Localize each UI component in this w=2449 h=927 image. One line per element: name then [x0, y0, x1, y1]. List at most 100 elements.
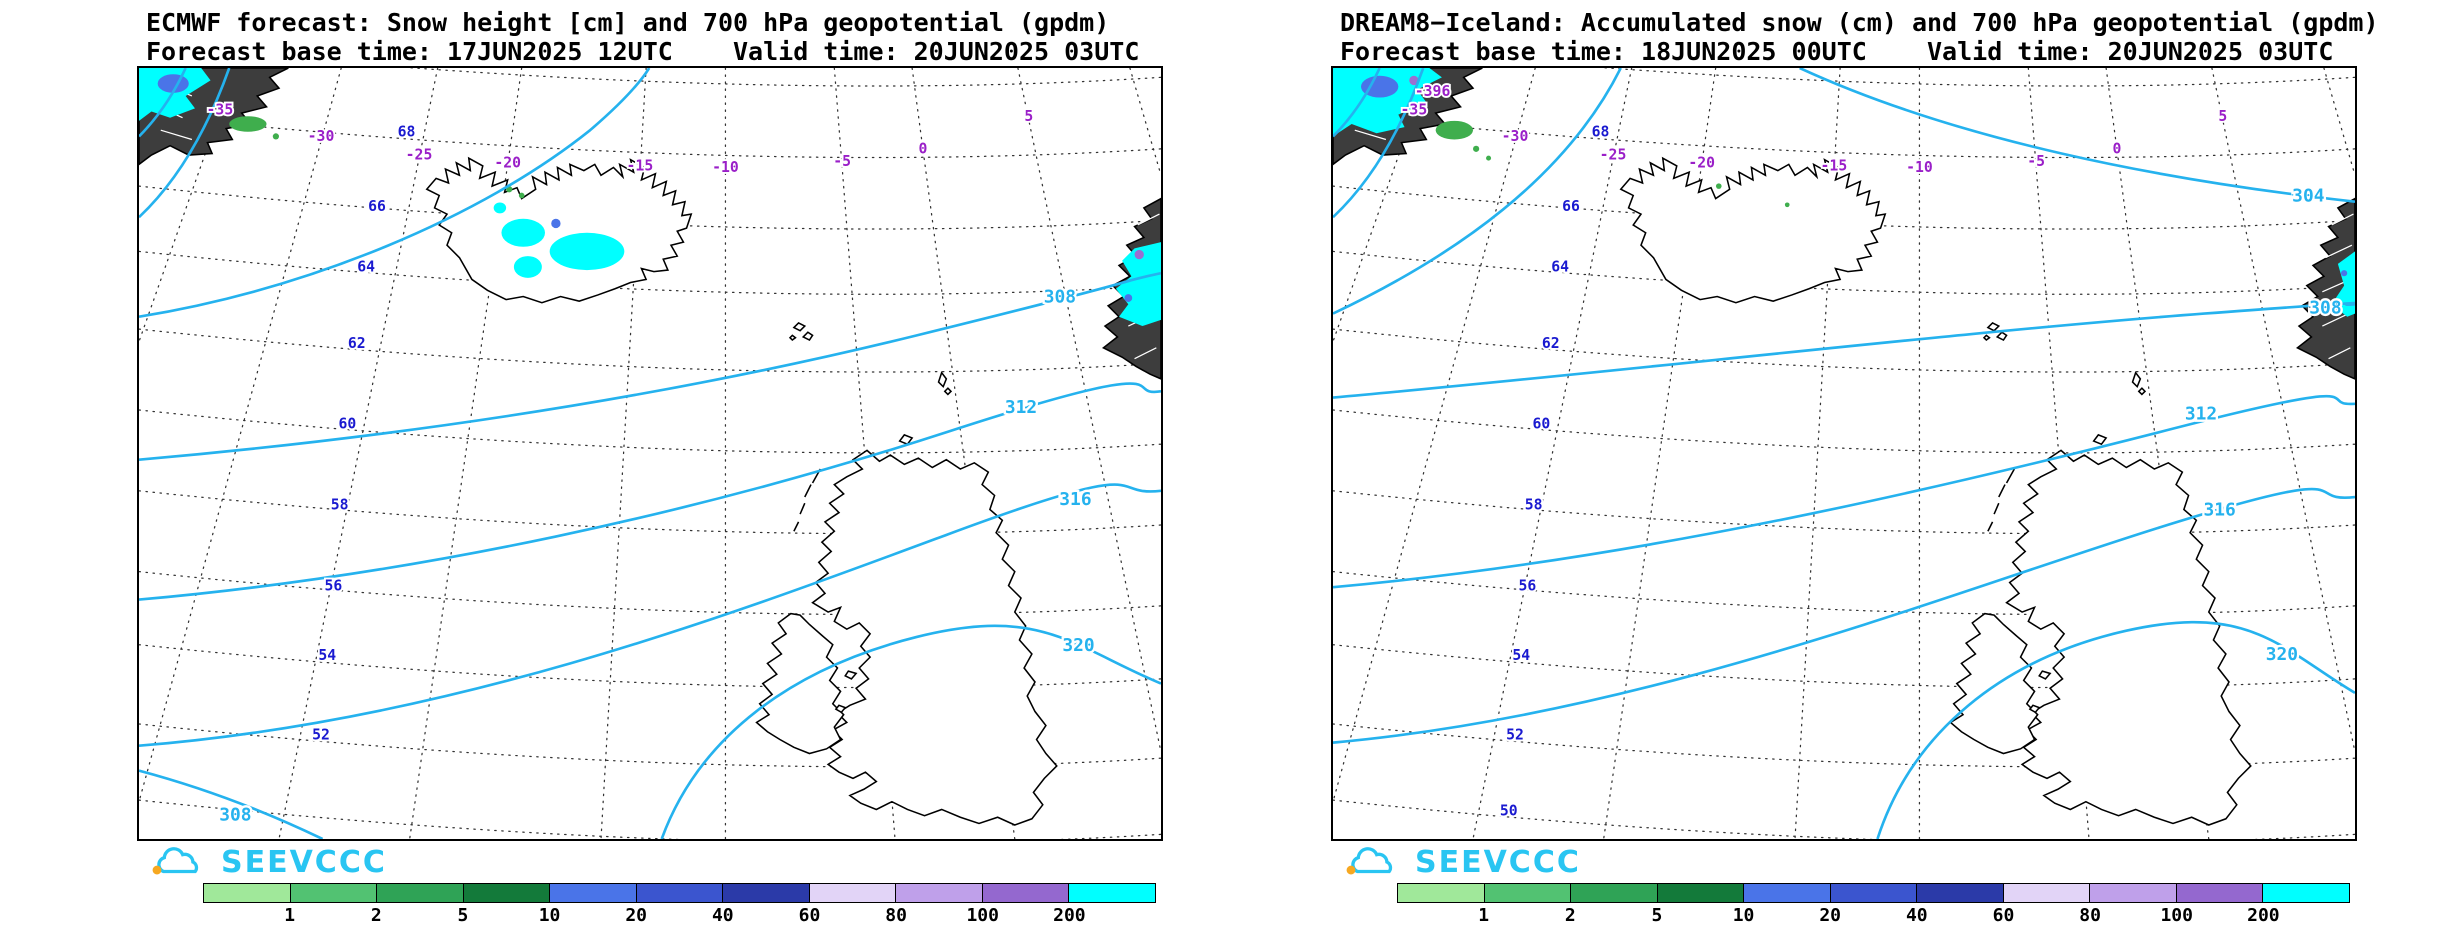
- legend-color-segment: [1570, 884, 1657, 902]
- logo-text: SEEVCCC: [1415, 844, 1581, 880]
- legend-color-bar: [203, 883, 1156, 903]
- contour-label-312: 312: [1005, 397, 1037, 418]
- legend-value-label: 80: [885, 905, 907, 926]
- legend-value-label: 2: [1564, 905, 1576, 926]
- map-svg: 308 312 316 320 308 -35 -30 -25 -20 -15 …: [139, 68, 1161, 839]
- legend-color-segment: [808, 884, 896, 902]
- seevccc-logo: SEEVCCC: [146, 843, 387, 881]
- lat-label: 52: [1506, 727, 1524, 744]
- lat-label: 54: [1512, 647, 1530, 664]
- legend-color-segment: [1656, 884, 1744, 902]
- lon-label: 0: [2113, 140, 2122, 157]
- legend-value-label: 40: [1905, 905, 1928, 926]
- legend-color-segment: [1068, 884, 1156, 902]
- legend-value-label: 60: [798, 905, 821, 926]
- contour-label-320: 320: [1062, 635, 1094, 656]
- legend-value-labels: 1 2 5 10 20 40 60 80 100 200: [203, 905, 1156, 927]
- lon-label: -10: [712, 159, 739, 176]
- panel-header: DREAM8−Iceland: Accumulated snow (cm) an…: [1340, 8, 2379, 66]
- snow-layer: [139, 68, 1161, 327]
- legend-value-label: 2: [370, 905, 382, 926]
- legend-color-bar: [1397, 883, 2350, 903]
- lon-label: -15: [1821, 158, 1848, 175]
- panel-subtitle: Forecast base time: 18JUN2025 00UTC Vali…: [1340, 37, 2334, 66]
- lon-label: -5: [833, 153, 851, 170]
- contour-label-316: 316: [1059, 489, 1091, 510]
- legend-value-label: 20: [625, 905, 648, 926]
- legend-color-segment: [1483, 884, 1571, 902]
- legend-value-label: 5: [1651, 905, 1663, 926]
- legend-value-label: 200: [2247, 905, 2280, 926]
- panel-ecmwf: ECMWF forecast: Snow height [cm] and 700…: [137, 8, 1163, 927]
- lat-label: 52: [312, 727, 330, 744]
- legend-value-label: 1: [1478, 905, 1490, 926]
- lat-label: 60: [1533, 416, 1551, 433]
- contour-label-308-sw: 308: [219, 804, 251, 825]
- lat-label: 56: [1519, 577, 1537, 594]
- lat-label: 56: [325, 577, 343, 594]
- lat-label: 62: [1542, 335, 1560, 352]
- lon-label: -25: [406, 147, 433, 164]
- forecast-map-dream8: 304 308 312 316 320 -35 -30 -25 -20 -15 …: [1331, 66, 2357, 841]
- legend-color-segment: [376, 884, 463, 902]
- lat-label: 58: [331, 496, 349, 513]
- geopotential-contours: [139, 68, 1161, 839]
- legend-color-segment: [2002, 884, 2090, 902]
- legend-color-segment: [2089, 884, 2176, 902]
- seevccc-logo: SEEVCCC: [1340, 843, 1581, 881]
- lon-label: 5: [1024, 108, 1033, 125]
- longitude-labels: -35 -30 -25 -20 -15 -10 -5 0 5 -396: [1399, 81, 2229, 178]
- contour-label-320: 320: [2266, 644, 2298, 665]
- legend-value-label: 200: [1053, 905, 1086, 926]
- lat-label: 60: [339, 416, 357, 433]
- lat-label: 58: [1525, 496, 1543, 513]
- lat-label: 68: [398, 123, 416, 140]
- contour-value-labels: 304 308 312 316 320: [2183, 183, 2344, 667]
- lon-label: 5: [2218, 108, 2227, 125]
- legend-color-segment: [1916, 884, 2003, 902]
- map-svg: 304 308 312 316 320 -35 -30 -25 -20 -15 …: [1333, 68, 2355, 839]
- lat-label: 66: [1562, 198, 1580, 215]
- panel-subtitle: Forecast base time: 17JUN2025 12UTC Vali…: [146, 37, 1140, 66]
- panel-title: ECMWF forecast: Snow height [cm] and 700…: [146, 8, 1110, 37]
- legend-color-segment: [1398, 884, 1484, 902]
- legend-color-segment: [2262, 884, 2350, 902]
- legend-color-segment: [2175, 884, 2263, 902]
- contour-label-308: 308: [2309, 298, 2341, 319]
- panel-title: DREAM8−Iceland: Accumulated snow (cm) an…: [1340, 8, 2379, 37]
- contour-value-labels: 308 312 316 320 308: [217, 284, 1097, 827]
- legend-value-label: 5: [457, 905, 469, 926]
- legend-value-label: 10: [1732, 905, 1755, 926]
- logo-text: SEEVCCC: [221, 844, 387, 880]
- snow-scale-legend: 1 2 5 10 20 40 60 80 100 200: [1397, 883, 2350, 927]
- contour-label-308: 308: [1044, 287, 1076, 308]
- legend-value-label: 60: [1992, 905, 2015, 926]
- legend-color-segment: [289, 884, 377, 902]
- corner-value-label: -396: [1415, 83, 1451, 100]
- cloud-icon: [1346, 847, 1393, 875]
- panel-header: ECMWF forecast: Snow height [cm] and 700…: [146, 8, 1139, 66]
- legend-value-label: 1: [284, 905, 296, 926]
- latitude-labels: 68 66 64 62 60 58 56 54 52 50: [1498, 122, 1611, 822]
- legend-color-segment: [895, 884, 982, 902]
- legend-color-segment: [635, 884, 723, 902]
- lon-label: -20: [1688, 154, 1715, 171]
- forecast-map-ecmwf: 308 312 316 320 308 -35 -30 -25 -20 -15 …: [137, 66, 1163, 841]
- lon-label: -20: [494, 154, 521, 171]
- legend-color-segment: [722, 884, 809, 902]
- legend-value-label: 100: [2160, 905, 2193, 926]
- longitude-labels: -35 -30 -25 -20 -15 -10 -5 0 5: [205, 100, 1035, 178]
- legend-value-label: 40: [711, 905, 734, 926]
- lat-label: 64: [1551, 259, 1569, 276]
- legend-value-label: 80: [2079, 905, 2101, 926]
- lon-label: -30: [308, 128, 335, 145]
- legend-color-segment: [462, 884, 550, 902]
- legend-color-segment: [549, 884, 636, 902]
- contour-label-304: 304: [2292, 186, 2324, 207]
- contour-label-316: 316: [2204, 500, 2236, 521]
- lon-label: -5: [2027, 153, 2045, 170]
- coastline-layer: [139, 68, 1161, 826]
- legend-value-labels: 1 2 5 10 20 40 60 80 100 200: [1397, 905, 2350, 927]
- legend-color-segment: [1743, 884, 1830, 902]
- snow-layer: [1333, 68, 2355, 317]
